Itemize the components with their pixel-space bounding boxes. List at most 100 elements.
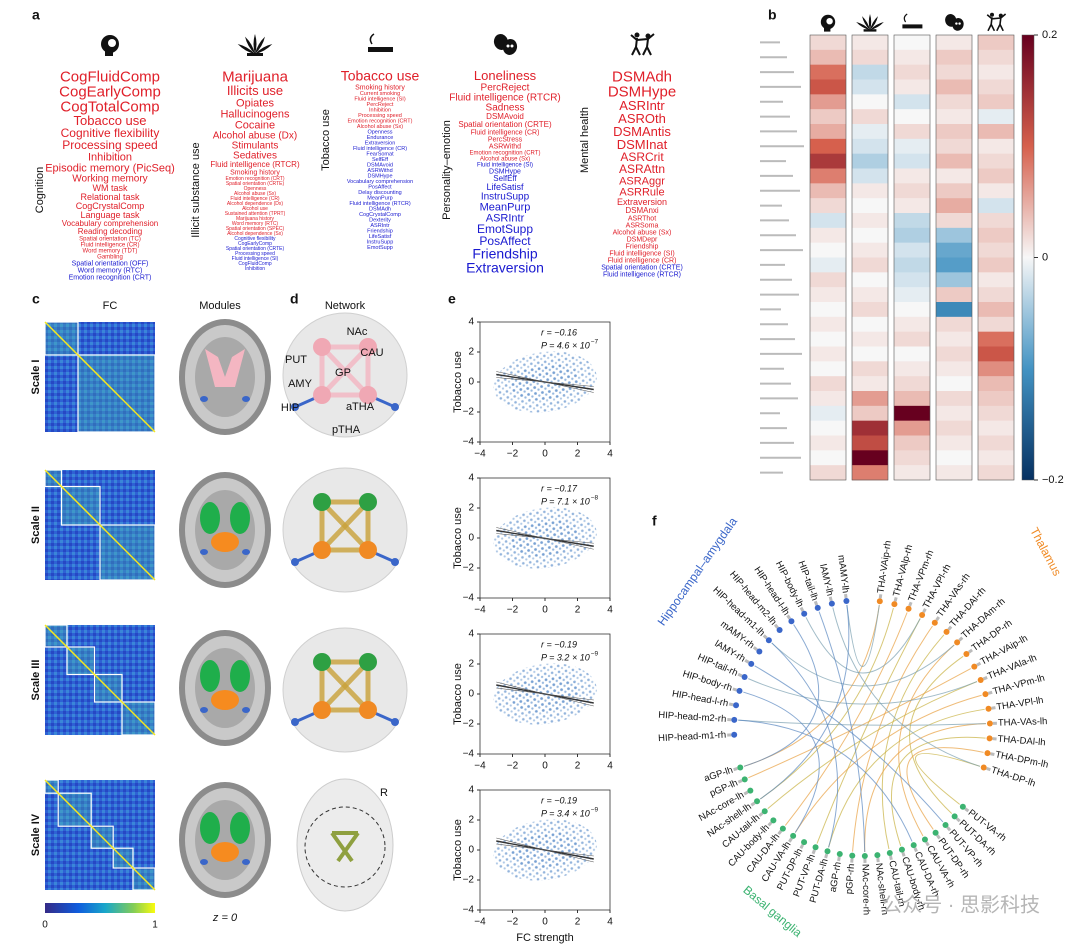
y-tick-label: −4 — [463, 437, 475, 448]
scale-label: Scale II — [30, 506, 42, 544]
node-stub — [752, 646, 758, 651]
heatmap-cell — [978, 465, 1014, 481]
cloud-word: CogTotalComp — [60, 98, 159, 115]
colorbar-tick-label: −0.2 — [1042, 474, 1064, 486]
node-dot — [741, 776, 748, 783]
heatmap-cell — [810, 302, 846, 318]
heatmap-cell — [894, 35, 930, 51]
y-axis-label: Tobacco use — [452, 663, 464, 725]
fc-diagonal — [44, 779, 156, 891]
cloud-word: Sedatives — [233, 151, 277, 162]
heatmap-cell — [936, 316, 972, 332]
heatmap-cell — [810, 346, 846, 362]
y-tick-label: 0 — [468, 689, 474, 700]
heatmap-cell — [810, 109, 846, 125]
node-stub — [925, 841, 930, 847]
x-tick-label: 2 — [575, 761, 581, 772]
heatmap-cell — [852, 257, 888, 273]
colorbar-tick-label: 0 — [1042, 251, 1048, 263]
heatmap-cell — [978, 109, 1014, 125]
stat-p-exponent: −9 — [591, 651, 599, 658]
heatmap-cell — [810, 361, 846, 377]
heatmap-cell — [894, 153, 930, 169]
cloud-word: PercStress — [488, 136, 523, 143]
connection-curve — [760, 607, 894, 800]
heatmap-cell — [852, 138, 888, 154]
heatmap-cell — [978, 450, 1014, 466]
x-tick-label: 2 — [575, 449, 581, 460]
module-region — [205, 349, 245, 387]
node-stub — [799, 844, 805, 850]
cloud-word: EmotSupp — [477, 222, 533, 236]
connection-curve — [748, 668, 972, 779]
cloud-category-label: Cognition — [34, 167, 46, 213]
y-tick-label: −2 — [463, 407, 475, 418]
heatmap-cell — [936, 361, 972, 377]
network-node — [313, 338, 331, 356]
y-tick-label: −4 — [463, 905, 475, 916]
y-tick-label: 2 — [468, 347, 474, 358]
heatmap-cell — [852, 361, 888, 377]
node-stub — [837, 856, 841, 862]
cloud-word: Marijuana history — [236, 216, 275, 222]
cloud-word: DSMDepr — [627, 236, 658, 243]
panel-letter: e — [448, 291, 456, 307]
heatmap-cell — [978, 124, 1014, 140]
y-axis-label: Tobacco use — [452, 507, 464, 569]
heatmap-cell — [978, 346, 1014, 362]
heatmap-cell — [894, 138, 930, 154]
heatmap-cell — [810, 64, 846, 80]
icon-shape — [870, 16, 879, 31]
heatmap-cell — [852, 198, 888, 214]
connection-curve — [748, 678, 978, 705]
node-dot — [876, 598, 883, 605]
node-dot — [814, 604, 821, 611]
cloud-category-label: Mental health — [579, 107, 591, 173]
icon-shape — [502, 39, 518, 55]
heatmap-cell — [810, 227, 846, 243]
brain-outline — [296, 778, 394, 912]
category-icon — [856, 14, 884, 32]
node-stub — [737, 779, 743, 784]
node-stub — [935, 616, 941, 622]
y-tick-label: −4 — [463, 593, 475, 604]
cloud-word: ASRAggr — [619, 175, 665, 187]
connection-curve — [743, 691, 820, 833]
connection-curve — [915, 753, 981, 805]
cloud-word: CogEarlyComp — [59, 83, 161, 100]
cloud-word: Friendship — [472, 246, 538, 262]
heatmap-cell — [852, 435, 888, 451]
heatmap-cell — [936, 198, 972, 214]
heatmap-cell — [852, 316, 888, 332]
watermark: 公众号 · 思影科技 — [882, 893, 1040, 916]
module-region — [242, 859, 250, 865]
heatmap-cell — [852, 94, 888, 110]
cloud-word: Fluid intelligence (CR) — [608, 257, 677, 264]
icon-shape — [902, 24, 920, 29]
connection-curve — [771, 642, 955, 687]
heatmap-cell — [894, 242, 930, 258]
module-region — [200, 707, 208, 713]
confidence-band — [496, 533, 594, 544]
heatmap-cell — [978, 79, 1014, 95]
connection-curve — [881, 634, 945, 850]
confidence-band — [496, 843, 594, 857]
network-node — [359, 386, 377, 404]
module-region — [200, 859, 208, 865]
heatmap-cell — [852, 302, 888, 318]
module-region — [242, 707, 250, 713]
connection-curve — [767, 681, 978, 809]
network-node — [391, 558, 399, 566]
module-region — [211, 842, 239, 862]
heatmap-cell — [978, 35, 1014, 51]
x-tick-label: 4 — [607, 449, 613, 460]
node-stub — [811, 849, 816, 855]
cloud-word: Tobacco use — [341, 68, 420, 84]
node-dot — [921, 836, 928, 843]
stat-r: r = −0.19 — [541, 639, 577, 649]
cloud-word: CogCrystalComp — [76, 201, 145, 211]
scale-label: Scale III — [30, 660, 42, 701]
icon-shape — [856, 22, 870, 31]
x-tick-label: 4 — [607, 761, 613, 772]
connection-curve — [743, 624, 820, 767]
